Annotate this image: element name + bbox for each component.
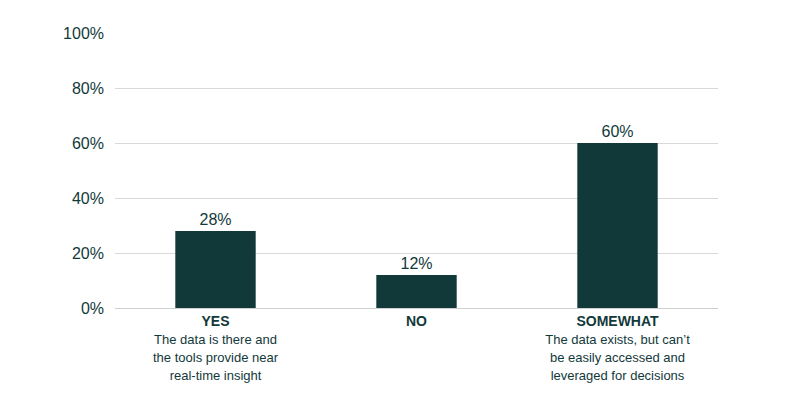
svg-text:NO: NO [406, 313, 427, 329]
svg-text:60%: 60% [601, 123, 633, 140]
svg-text:80%: 80% [72, 80, 104, 97]
svg-text:12%: 12% [400, 255, 432, 272]
svg-text:20%: 20% [72, 245, 104, 262]
svg-text:28%: 28% [199, 211, 231, 228]
svg-text:YESThe data is there andthe to: YESThe data is there andthe tools provid… [153, 313, 279, 384]
svg-text:60%: 60% [72, 135, 104, 152]
svg-text:100%: 100% [63, 25, 104, 42]
svg-text:40%: 40% [72, 190, 104, 207]
svg-text:SOMEWHATThe data exists, but c: SOMEWHATThe data exists, but can’tbe eas… [545, 313, 690, 384]
svg-text:0%: 0% [81, 300, 104, 317]
